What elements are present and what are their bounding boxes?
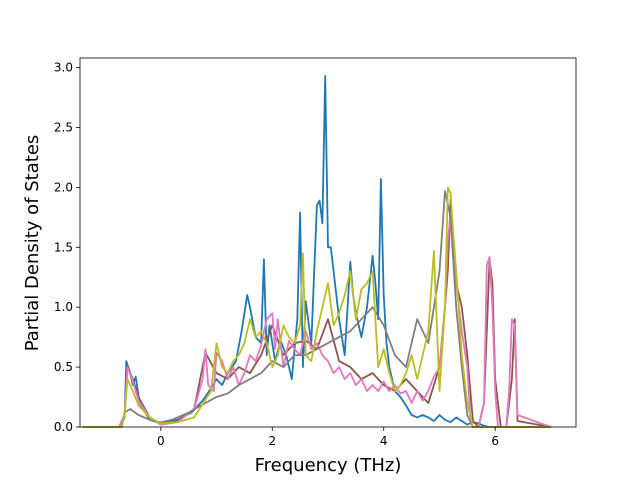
y-axis: 0.0 0.5 1.0 1.5 2.0 2.5 3.0 xyxy=(54,61,80,434)
y-tick-label: 1.5 xyxy=(54,240,73,254)
x-tick-label: 0 xyxy=(157,434,165,448)
series-line-3 xyxy=(82,190,551,428)
series-line-4 xyxy=(82,186,551,428)
y-axis-label: Partial Density of States xyxy=(22,135,43,352)
series-line-0 xyxy=(82,75,551,428)
plot-area-frame xyxy=(79,57,577,428)
series-layer xyxy=(82,75,552,428)
x-tick-label: 2 xyxy=(268,434,276,448)
x-tick-label: 6 xyxy=(491,434,499,448)
x-axis: 0 2 4 6 xyxy=(157,427,499,448)
y-tick-label: 0.0 xyxy=(54,420,73,434)
y-tick-label: 0.5 xyxy=(54,360,73,374)
y-tick-label: 2.0 xyxy=(54,180,73,194)
y-tick-label: 3.0 xyxy=(54,61,73,75)
y-tick-label: 1.0 xyxy=(54,300,73,314)
x-tick-label: 4 xyxy=(380,434,388,448)
x-axis-label: Frequency (THz) xyxy=(255,455,402,476)
y-tick-label: 2.5 xyxy=(54,120,73,134)
series-line-1 xyxy=(82,198,552,428)
series-line-2 xyxy=(82,212,552,428)
